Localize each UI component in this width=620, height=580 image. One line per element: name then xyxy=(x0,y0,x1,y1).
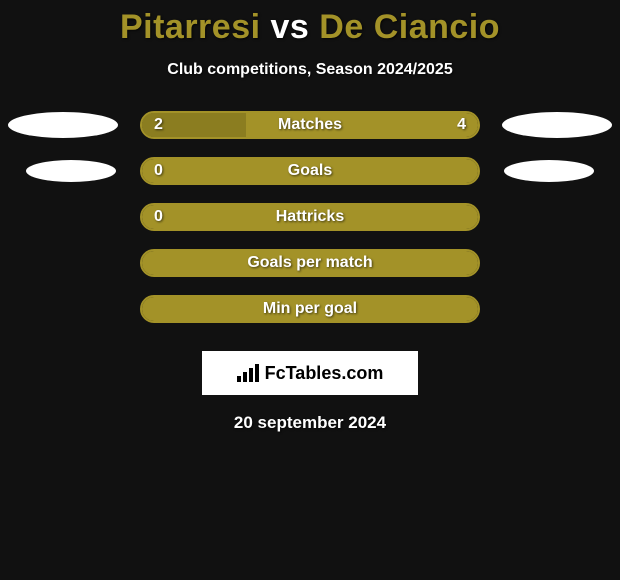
player2-name: De Ciancio xyxy=(319,8,500,46)
stat-row: 0Hattricks xyxy=(0,203,620,249)
decor-ellipse-right xyxy=(502,112,612,138)
stat-value-left: 2 xyxy=(154,113,163,137)
stat-bar: Goals per match xyxy=(140,249,480,277)
footer: FcTables.com 20 september 2024 xyxy=(0,351,620,433)
stat-bar: 24Matches xyxy=(140,111,480,139)
player1-name: Pitarresi xyxy=(120,8,261,46)
page-title: Pitarresi vs De Ciancio xyxy=(0,0,620,47)
stat-value-left: 0 xyxy=(154,159,163,183)
brand-text: FcTables.com xyxy=(265,363,384,384)
stat-value-right: 4 xyxy=(457,113,466,137)
bar-fill-right xyxy=(142,251,478,275)
vs-label: vs xyxy=(271,8,310,46)
stat-value-left: 0 xyxy=(154,205,163,229)
bar-fill-right xyxy=(142,159,478,183)
stat-bar: 0Goals xyxy=(140,157,480,185)
subtitle: Club competitions, Season 2024/2025 xyxy=(0,61,620,79)
stat-bar: Min per goal xyxy=(140,295,480,323)
decor-ellipse-left xyxy=(26,160,116,182)
bars-icon xyxy=(237,364,259,382)
stat-row: 0Goals xyxy=(0,157,620,203)
bar-fill-right xyxy=(142,205,478,229)
stat-row: Goals per match xyxy=(0,249,620,295)
brand-logo: FcTables.com xyxy=(202,351,418,395)
decor-ellipse-left xyxy=(8,112,118,138)
stat-bar: 0Hattricks xyxy=(140,203,480,231)
bar-fill-right xyxy=(142,297,478,321)
stat-row: 24Matches xyxy=(0,111,620,157)
decor-ellipse-right xyxy=(504,160,594,182)
stats-container: 24Matches0Goals0HattricksGoals per match… xyxy=(0,111,620,341)
snapshot-date: 20 september 2024 xyxy=(0,413,620,433)
stat-row: Min per goal xyxy=(0,295,620,341)
